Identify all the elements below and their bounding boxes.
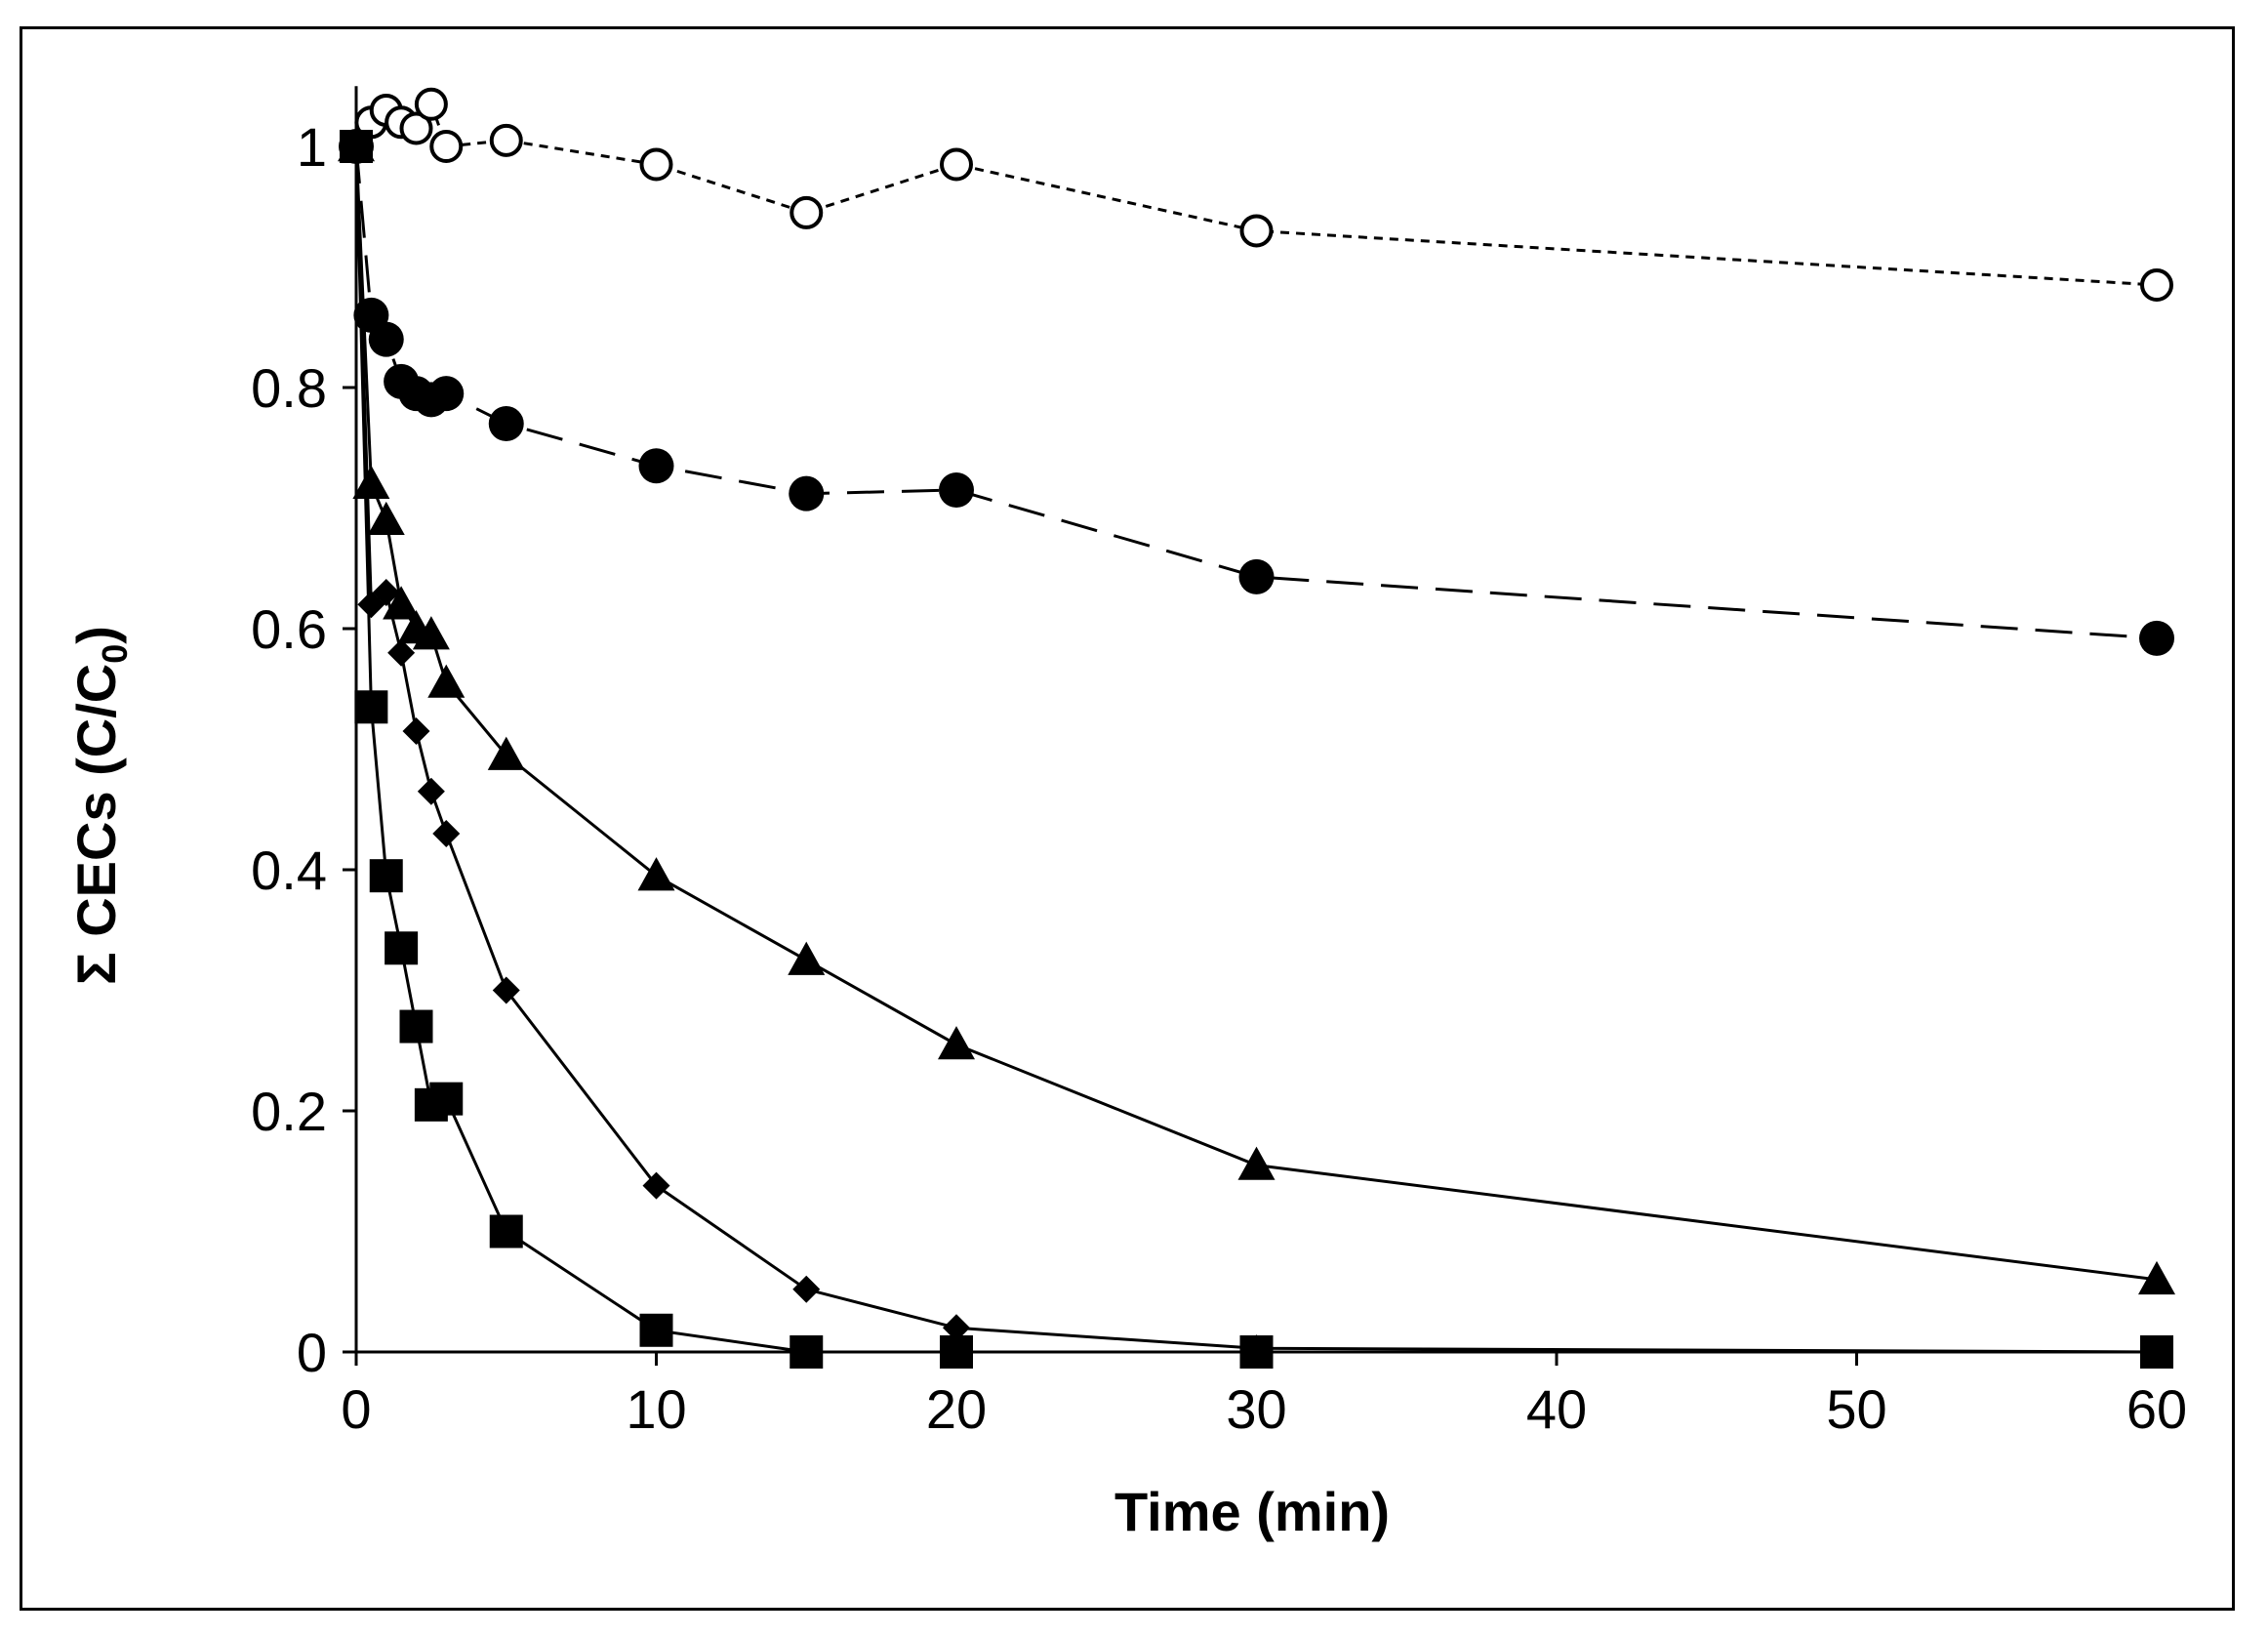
data-point-square [639, 1313, 673, 1347]
data-point-open-circle [2140, 268, 2173, 303]
y-axis-title: Σ CECs (C/C0) [65, 626, 135, 985]
data-point-triangle [2138, 1260, 2175, 1295]
data-point-open-circle [399, 111, 433, 145]
x-tick-label: 40 [1526, 1378, 1587, 1440]
data-point-triangle [637, 857, 675, 891]
data-point-diamond [417, 777, 445, 805]
data-point-diamond [372, 578, 400, 606]
data-point-triangle [938, 1026, 975, 1060]
y-tick-label: 0 [297, 1322, 327, 1383]
data-point-triangle [412, 616, 450, 650]
chart-frame [20, 26, 2235, 1611]
series-filled-circle [339, 129, 2174, 656]
x-tick-label: 60 [2126, 1378, 2187, 1440]
ticks-layer: 00.20.40.60.810 10 20 30 40 50 60 [251, 116, 2187, 1440]
data-point-diamond [943, 1314, 970, 1342]
x-tick-label: 10 [626, 1378, 686, 1440]
x-tick-label: 20 [926, 1378, 987, 1440]
data-point-diamond [432, 819, 461, 847]
data-point-diamond [492, 976, 520, 1004]
data-point-diamond [642, 1171, 670, 1200]
y-axis-title-main: Σ CECs (C/C [65, 664, 127, 985]
data-point-filled-circle [368, 321, 404, 357]
series-triangle [338, 128, 2175, 1295]
data-point-filled-circle [1238, 558, 1275, 594]
svg-text:Σ CECs (C/C0): Σ CECs (C/C0) [65, 626, 135, 985]
series-square [340, 130, 2173, 1369]
data-point-diamond [387, 638, 416, 667]
data-point-filled-circle [2139, 620, 2174, 656]
data-point-square [489, 1214, 523, 1248]
x-tick-label: 0 [341, 1378, 371, 1440]
y-tick-label: 0.2 [251, 1081, 327, 1142]
data-point-triangle [427, 664, 466, 698]
data-point-open-circle [489, 123, 523, 157]
series-line-triangle [354, 145, 2158, 1282]
x-tick-label: 50 [1826, 1378, 1886, 1440]
data-point-filled-circle [638, 448, 674, 484]
data-point-triangle [367, 501, 405, 536]
data-point-diamond [402, 716, 430, 745]
data-point-open-circle [790, 195, 824, 229]
series-diamond [343, 133, 2170, 1366]
data-point-square [429, 1082, 464, 1116]
x-axis-title: Time (min) [1114, 1481, 1390, 1542]
data-point-triangle [1237, 1146, 1276, 1180]
series-open-circle [340, 87, 2173, 303]
data-point-open-circle [639, 147, 673, 182]
y-tick-label: 0.4 [251, 839, 327, 901]
data-point-square [385, 931, 419, 965]
data-point-open-circle [429, 130, 464, 163]
data-point-open-circle [940, 147, 973, 182]
data-point-square [354, 690, 388, 724]
data-point-open-circle [414, 87, 448, 121]
data-point-square [369, 859, 403, 893]
data-point-diamond [792, 1275, 821, 1303]
data-point-filled-circle [428, 376, 465, 412]
data-point-filled-circle [488, 406, 524, 442]
y-tick-label: 0.6 [251, 598, 327, 660]
y-tick-label: 1 [297, 116, 327, 178]
y-tick-label: 0.8 [251, 357, 327, 419]
data-point-open-circle [1239, 214, 1274, 248]
data-point-triangle [352, 465, 390, 499]
data-point-filled-circle [939, 471, 974, 508]
data-point-filled-circle [789, 475, 825, 512]
data-point-square [399, 1009, 433, 1044]
y-axis-title-close: ) [65, 626, 127, 644]
series-layer [338, 87, 2175, 1369]
x-tick-label: 30 [1226, 1378, 1286, 1440]
data-point-triangle [487, 736, 525, 770]
data-point-triangle [788, 941, 826, 975]
series-line-open-circle [354, 101, 2158, 287]
y-axis-title-subscript: 0 [95, 644, 135, 664]
